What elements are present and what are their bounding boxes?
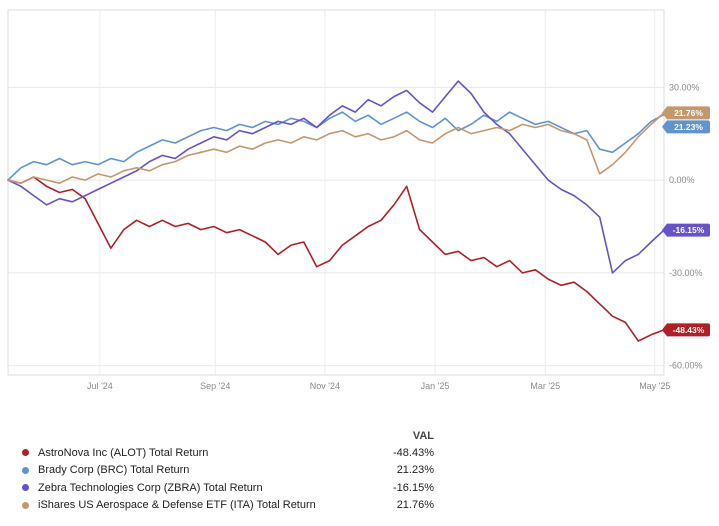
series-line-zbra [7,80,665,274]
legend-item-ita[interactable]: iShares US Aerospace & Defense ETF (ITA)… [22,497,434,515]
x-axis-label: May '25 [639,381,670,391]
legend-series-label: Zebra Technologies Corp (ZBRA) Total Ret… [38,481,263,494]
chart-legend: VAL AstroNova Inc (ALOT) Total Return -48… [22,428,434,514]
x-axis-label: Jan '25 [421,381,450,391]
legend-rows: AstroNova Inc (ALOT) Total Return -48.43%… [22,444,434,514]
y-axis-label: 0.00% [669,175,695,185]
series-color-dot [22,466,29,474]
x-axis-label: Mar '25 [530,381,560,391]
legend-series-value: -48.43% [393,446,434,459]
series-line-ita [7,112,665,184]
legend-series-value: -16.15% [393,481,434,494]
legend-item-brc[interactable]: Brady Corp (BRC) Total Return 21.23% [22,462,434,480]
legend-item-zbra[interactable]: Zebra Technologies Corp (ZBRA) Total Ret… [22,479,434,497]
x-axis-label: Sep '24 [200,381,230,391]
legend-item-alot[interactable]: AstroNova Inc (ALOT) Total Return -48.43% [22,444,434,462]
x-axis-label: Jul '24 [87,381,113,391]
series-line-brc [7,111,665,181]
legend-series-value: 21.76% [396,499,434,512]
series-color-dot [22,484,29,492]
end-value-badge-label: 21.76% [674,108,703,118]
y-axis-label: 30.00% [669,82,700,92]
y-axis-label: -60.00% [669,361,703,371]
y-axis-label: -30.00% [669,268,703,278]
end-value-badge-zbra [662,223,710,237]
end-value-badge-label: -48.43% [673,325,705,335]
end-value-badge-alot [662,323,710,337]
series-color-dot [22,449,29,457]
x-axis-label: Nov '24 [310,381,340,391]
end-value-badge-brc [662,120,710,134]
end-value-badge-label: -16.15% [673,225,705,235]
legend-series-label: AstroNova Inc (ALOT) Total Return [38,446,209,459]
legend-series-label: Brady Corp (BRC) Total Return [38,464,190,477]
returns-line-chart[interactable]: 30.00% 0.00% -30.00% -60.00% Jul '24 Sep '24 N… [0,0,719,400]
plot-border [7,9,665,376]
legend-series-label: iShares US Aerospace & Defense ETF (ITA)… [38,499,316,512]
legend-val-header: VAL [412,430,434,442]
end-value-badge-label: 21.23% [674,122,703,132]
end-value-badge-ita [662,106,710,120]
series-line-alot [7,176,665,342]
legend-series-value: 21.23% [396,464,434,477]
series-color-dot [22,501,29,509]
